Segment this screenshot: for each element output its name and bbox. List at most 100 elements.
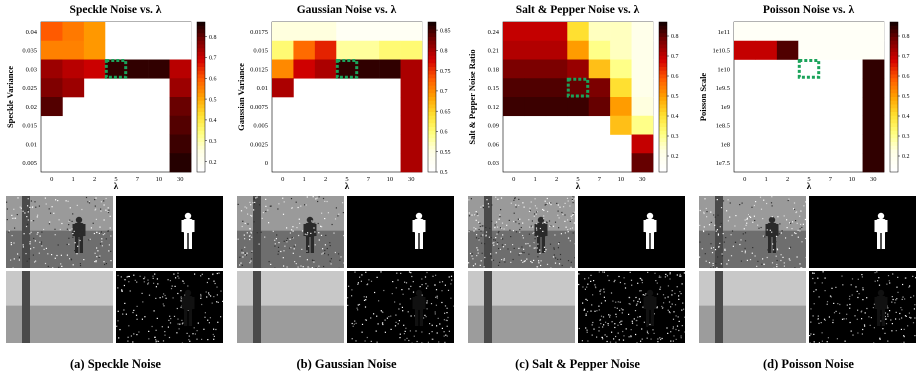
noise-dot [766,202,768,205]
colorbar-segment [659,153,667,158]
noise-dot [468,231,470,233]
noise-dot [386,317,388,319]
noise-dot [534,238,536,240]
colorbar-tick-label: 0.8 [902,34,910,40]
noise-dot [727,199,729,201]
noise-dot [518,254,520,256]
colorbar-segment [428,44,436,49]
noise-dot [530,201,532,203]
noise-dot [553,247,555,249]
noise-dot [322,252,324,254]
noise-dot [251,258,253,260]
noise-dot [750,216,752,218]
noise-dot [679,291,681,293]
noise-dot [570,266,572,268]
noise-dot [716,229,718,231]
noise-dot [599,290,601,292]
noise-dot [901,317,903,319]
heatmap-cell [524,59,547,79]
noise-dot [605,321,607,323]
noise-dot [669,278,671,280]
noise-dot [472,265,475,267]
noise-dot [569,240,571,242]
noise-dot [382,322,384,324]
heatmap-cell [610,115,632,135]
noise-dot [351,338,353,340]
noise-dot [587,340,589,342]
person-torso [645,219,655,233]
noise-dot [74,242,76,244]
y-tick-label: 1e9 [721,104,730,111]
noise-dot [40,241,43,243]
colorbar-segment [659,168,667,173]
x-tick-label: 2 [324,176,327,183]
noise-dot [522,222,524,224]
noise-dot [321,253,323,255]
example-thumbnail [116,196,223,268]
noise-dot [305,204,307,206]
example-thumbnail [237,196,344,268]
noise-dot [870,317,872,319]
noise-dot [617,332,619,334]
colorbar-segment [890,160,898,165]
noise-dot [720,222,722,224]
noise-dot [636,342,638,343]
colorbar-segment [659,33,667,38]
noise-dot [490,255,492,257]
noise-dot [325,234,327,236]
noise-dot [216,272,218,275]
noise-dot [30,200,32,202]
noise-dot [405,327,407,329]
highlight-box [566,77,590,98]
noise-dot [510,236,512,238]
noise-dot [642,294,644,296]
noise-dot [776,263,778,266]
noise-dot [397,279,399,281]
heatmap-cell [169,59,192,79]
noise-dot [663,302,665,304]
noise-dot [399,303,401,305]
noise-dot [703,230,705,233]
noise-dot [591,304,593,306]
noise-dot [556,202,558,204]
heatmap-cell [83,40,106,60]
noise-dot [722,233,724,235]
y-axis-label: Salt & Pepper Noise Ratio [467,49,477,144]
colorbar-segment [428,153,436,158]
person-head [646,289,654,297]
noise-dot [313,260,315,262]
noise-dot [445,334,447,336]
noise-dot [744,247,746,249]
noise-dot [539,249,541,251]
highlight-box [797,59,821,79]
noise-dot [777,216,779,218]
noise-dot [416,340,418,343]
noise-dot [201,338,203,340]
noise-dot [41,245,43,247]
colorbar-frame [196,21,206,173]
noise-dot [856,318,858,320]
colorbar-tick-label: 0.6 [671,74,679,80]
noise-dot [824,290,826,292]
noise-dot [885,318,887,320]
colorbar-segment [197,82,205,87]
y-tick-label: 1e11 [718,29,730,36]
noise-dot [436,325,438,327]
person-head [415,289,423,297]
heatmap-cell [524,40,547,60]
noise-dot [22,210,24,212]
noise-dot [775,241,777,243]
noise-dot [297,266,299,268]
colorbar-segment [197,48,205,53]
noise-dot [258,204,261,206]
noise-dot [182,280,184,282]
noise-dot [330,263,332,265]
noise-dot [448,276,450,278]
noise-dot [324,200,326,202]
noise-dot [857,332,859,334]
noise-dot [203,328,205,330]
noise-dot [673,311,675,313]
noise-dot [901,309,903,311]
noise-dot [365,296,367,298]
person-leg [541,236,545,253]
